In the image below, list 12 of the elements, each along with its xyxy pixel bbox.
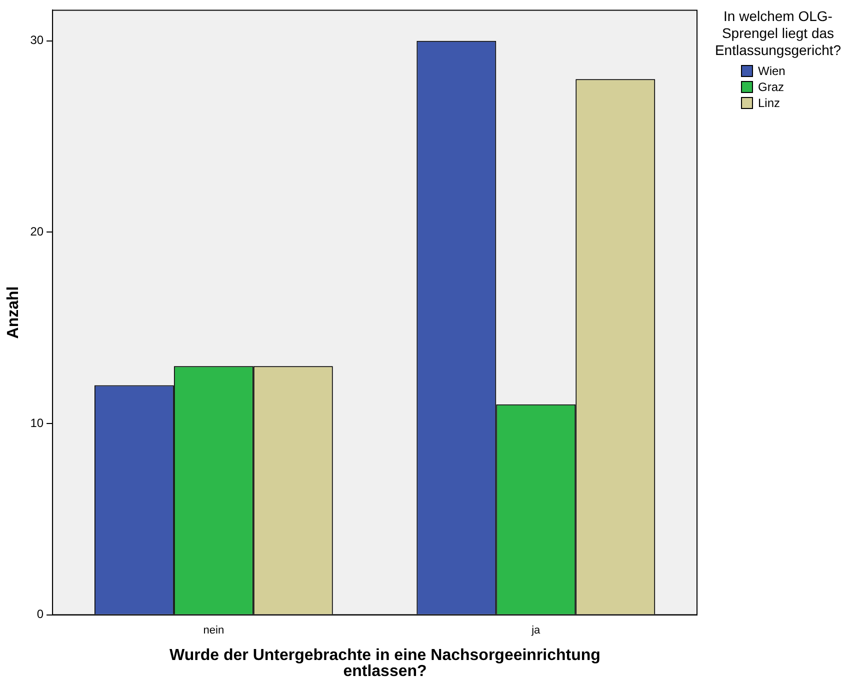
y-tick-label: 0 [36,607,44,622]
y-tick-label: 20 [30,224,44,238]
x-axis-title: Wurde der Untergebrachte in eine Nachsorgeeinrichtung entlassen? [168,647,602,680]
y-axis-title: Anzahl [5,286,22,339]
legend-title: In welchem OLG-Sprengel liegt das Entlassungsgericht? [714,8,842,59]
y-tick-label: 10 [30,416,44,430]
x-tick-label: ja [530,624,542,636]
legend-label: Wien [758,64,786,78]
y-tick-label: 30 [30,33,44,48]
x-tick-label: nein [203,624,224,636]
legend-label: Graz [758,80,784,94]
legend-label: Linz [758,96,780,110]
